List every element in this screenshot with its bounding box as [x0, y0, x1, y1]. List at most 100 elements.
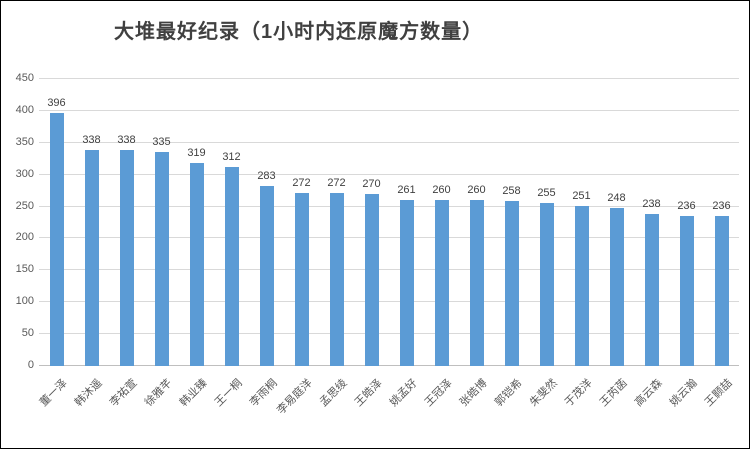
y-tick-label: 200 — [15, 231, 34, 244]
bar-column: 319 — [179, 79, 214, 366]
x-category-label: 董一泽 — [37, 377, 70, 409]
bar — [469, 200, 484, 366]
bar-column: 283 — [249, 79, 284, 366]
x-category-label: 郭铠希 — [492, 377, 525, 409]
bar-column: 260 — [424, 79, 459, 366]
gridline — [39, 78, 739, 79]
chart-title: 大堆最好纪录（1小时内还原魔方数量） — [114, 21, 484, 43]
y-tick-label: 350 — [15, 135, 34, 148]
bar-value-label: 260 — [432, 184, 451, 197]
bar-value-label: 236 — [677, 199, 696, 212]
bar — [714, 215, 729, 366]
bar — [154, 152, 169, 366]
x-category-label: 姚孟好 — [387, 377, 420, 409]
bar-column: 338 — [109, 79, 144, 366]
x-axis-line — [39, 365, 739, 366]
bar — [679, 215, 694, 366]
gridline — [39, 301, 739, 303]
bar — [434, 200, 449, 366]
bar-column: 238 — [634, 79, 669, 366]
x-category-label: 朱斐然 — [527, 377, 560, 409]
gridline — [39, 333, 739, 335]
y-tick-label: 0 — [27, 359, 34, 371]
bar — [574, 205, 589, 366]
gridline — [39, 141, 739, 143]
bar-column: 260 — [459, 79, 494, 366]
y-tick-label: 50 — [21, 327, 34, 340]
bar-value-label: 335 — [152, 136, 171, 149]
bar-column: 335 — [144, 79, 179, 366]
bar — [539, 203, 554, 366]
bar-column: 312 — [214, 79, 249, 366]
bar — [189, 162, 204, 366]
bar-value-label: 272 — [327, 176, 346, 189]
bar-value-label: 260 — [467, 184, 486, 197]
bar-column: 258 — [494, 79, 529, 366]
x-category-label: 王颢喆 — [702, 377, 735, 409]
bar — [364, 193, 379, 366]
plot-area: 0 50 100 150 200 250 300 350 400 450 396 338 338 335 3… — [16, 73, 739, 371]
bar — [49, 113, 64, 366]
x-category-label: 高云森 — [632, 377, 665, 409]
bar-value-label: 338 — [117, 134, 136, 147]
x-category-label: 徐雅芊 — [142, 377, 175, 409]
bar-value-label: 319 — [187, 146, 206, 159]
bar-value-label: 312 — [222, 151, 241, 164]
bar-value-label: 272 — [292, 176, 311, 189]
bar-value-label: 248 — [607, 191, 626, 204]
bar — [294, 192, 309, 366]
gridline — [39, 269, 739, 271]
x-category-label: 王一桐 — [212, 377, 245, 409]
bar-column: 272 — [284, 79, 319, 366]
bar — [259, 185, 274, 366]
y-tick-label: 450 — [15, 72, 34, 84]
bar-column: 270 — [354, 79, 389, 366]
x-category-label: 王冠泽 — [422, 377, 455, 409]
x-category-label: 韩业臻 — [177, 377, 210, 409]
x-category-label: 韩沐遥 — [72, 377, 105, 409]
x-category-label: 李易庭洋 — [274, 377, 315, 417]
bar-column: 255 — [529, 79, 564, 366]
bar — [504, 201, 519, 366]
bar-column: 251 — [564, 79, 599, 366]
bar-value-label: 261 — [397, 183, 416, 196]
x-category-label: 张皓博 — [457, 377, 490, 409]
bar-value-label: 270 — [362, 177, 381, 190]
x-category-label: 姚云瀚 — [667, 377, 700, 409]
x-category-label: 孟思绫 — [317, 377, 350, 409]
bar-column: 236 — [669, 79, 704, 366]
bar — [609, 207, 624, 366]
bar — [644, 214, 659, 366]
bar-column: 272 — [319, 79, 354, 366]
bar-value-label: 236 — [712, 199, 731, 212]
bar-value-label: 258 — [502, 185, 521, 198]
x-category-label: 王芮菡 — [597, 377, 630, 409]
bar-column: 261 — [389, 79, 424, 366]
gridline — [39, 205, 739, 207]
x-category-label: 于茂洋 — [562, 377, 595, 409]
y-tick-label: 100 — [15, 295, 34, 308]
y-tick-label: 300 — [15, 167, 34, 180]
bar — [399, 199, 414, 366]
bar — [119, 150, 134, 366]
bar-column: 338 — [74, 79, 109, 366]
bar-value-label: 238 — [642, 198, 661, 211]
y-tick-label: 400 — [15, 103, 34, 116]
bar-column: 396 — [39, 79, 74, 366]
gridline — [39, 173, 739, 175]
bar-column: 248 — [599, 79, 634, 366]
bar — [84, 150, 99, 366]
bar — [329, 192, 344, 366]
bar-value-label: 396 — [47, 97, 66, 110]
x-category-label: 王皓泽 — [352, 377, 385, 409]
bar — [224, 167, 239, 366]
y-tick-label: 150 — [15, 263, 34, 276]
x-category-label: 李祐萱 — [107, 377, 140, 409]
gridline — [39, 237, 739, 239]
x-axis: 董一泽 韩沐遥 李祐萱 徐雅芊 韩业臻 王一桐 李雨桐 李易庭洋 孟思绫 王皓泽 姚孟好 王冠泽 张皓博… — [37, 366, 739, 448]
bar-value-label: 338 — [82, 134, 101, 147]
gridline — [39, 109, 739, 111]
bar-column: 236 — [704, 79, 739, 366]
y-tick-label: 250 — [15, 199, 34, 212]
